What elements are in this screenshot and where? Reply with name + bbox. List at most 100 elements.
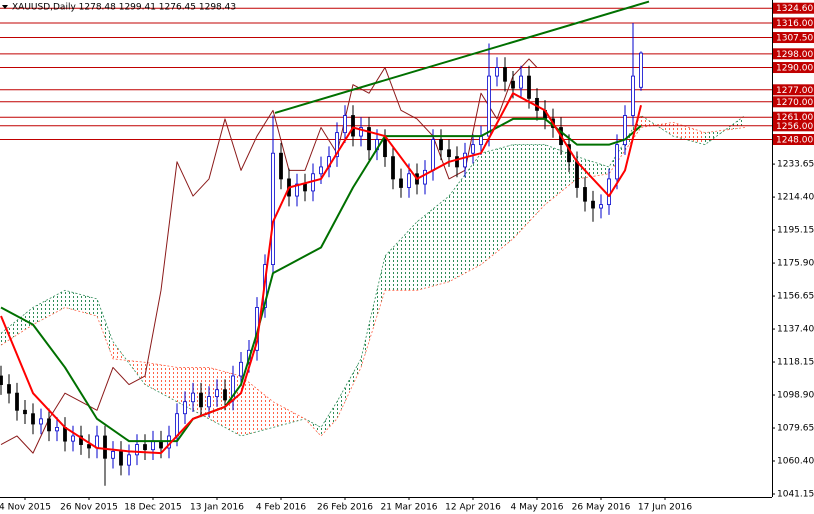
candle-body xyxy=(391,156,395,180)
x-tick-label: 12 Apr 2016 xyxy=(445,503,501,513)
candle-body xyxy=(295,183,299,197)
candle-body xyxy=(191,392,195,403)
candle-body xyxy=(223,389,227,401)
candle-body xyxy=(103,435,107,459)
level-label-box xyxy=(773,96,814,108)
candle-body xyxy=(535,97,539,111)
candle-body xyxy=(599,204,603,209)
cloud-segment xyxy=(321,401,337,436)
candle-body xyxy=(335,132,339,158)
cloud-segment xyxy=(449,153,481,282)
candle-body xyxy=(135,444,139,456)
candle-body xyxy=(495,67,499,77)
x-tick-label: 4 Feb 2016 xyxy=(256,503,307,513)
candle-body xyxy=(183,401,187,415)
candle-body xyxy=(151,440,155,451)
candle-body xyxy=(359,127,363,137)
y-tick-label: 1195.15 xyxy=(777,226,814,236)
x-tick-label: 4 Nov 2015 xyxy=(0,503,51,513)
candle-body xyxy=(71,435,75,442)
level-label: 1290.00 xyxy=(776,64,813,74)
candle-body xyxy=(479,135,483,146)
candle-body xyxy=(199,392,203,408)
cloud-segment xyxy=(97,298,113,359)
candle-body xyxy=(463,152,467,168)
y-tick-label: 1060.40 xyxy=(777,457,814,467)
trendline xyxy=(274,0,650,114)
level-label-box xyxy=(773,120,814,132)
x-tick-label: 17 Jun 2016 xyxy=(638,503,692,513)
kijun-line xyxy=(0,117,642,443)
candle-body xyxy=(399,178,403,188)
candle-body xyxy=(607,178,611,206)
level-label: 1248.00 xyxy=(776,136,813,146)
level-label-box xyxy=(773,111,814,123)
candle-body xyxy=(407,173,411,188)
cloud-segment xyxy=(577,156,609,179)
candle-body xyxy=(591,200,595,209)
candle-body xyxy=(23,409,27,415)
candle-body xyxy=(303,183,307,192)
candle-body xyxy=(615,144,619,180)
cloud-segment xyxy=(417,196,449,291)
y-tick-label: 1041.15 xyxy=(777,490,814,500)
candle-body xyxy=(575,161,579,188)
y-tick-label: 1079.65 xyxy=(777,424,814,434)
level-label-box xyxy=(773,62,814,74)
chart-title: XAUUSD,Daily 1278.48 1299.41 1276.45 129… xyxy=(12,3,236,13)
level-label-box xyxy=(773,48,814,60)
level-label: 1316.00 xyxy=(776,19,813,29)
cloud-segment xyxy=(241,376,273,436)
tenkan-line xyxy=(0,92,642,455)
candle-body xyxy=(15,392,19,411)
cloud-segment xyxy=(481,144,513,265)
cloud-segment xyxy=(145,362,177,402)
y-tick-label: 1233.65 xyxy=(777,160,814,170)
x-tick-label: 21 Mar 2016 xyxy=(380,503,437,513)
candle-body xyxy=(639,52,643,88)
y-tick-label: 1137.40 xyxy=(777,325,814,335)
level-label: 1256.00 xyxy=(776,122,813,132)
candle-body xyxy=(511,80,515,89)
menu-triangle xyxy=(2,5,8,9)
candle-body xyxy=(455,156,459,168)
candle-body xyxy=(319,166,323,175)
candle-body xyxy=(207,396,211,408)
candle-body xyxy=(119,451,123,466)
x-tick-label: 26 Nov 2015 xyxy=(60,503,118,513)
level-label: 1298.00 xyxy=(776,50,813,60)
y-tick-label: 1156.65 xyxy=(777,292,814,302)
candle-body xyxy=(0,375,3,385)
candle-body xyxy=(631,75,635,116)
plot-area xyxy=(0,0,772,486)
candle-body xyxy=(271,152,275,266)
y-tick-label: 1118.15 xyxy=(777,358,814,368)
candle-body xyxy=(351,115,355,137)
candle-body xyxy=(519,75,523,89)
candle-body xyxy=(175,413,179,437)
cloud-segment xyxy=(705,115,745,145)
level-label-box xyxy=(773,2,814,14)
level-label: 1270.00 xyxy=(776,98,813,108)
candle-body xyxy=(383,139,387,158)
cloud-segment xyxy=(361,256,385,368)
candle-body xyxy=(239,361,243,377)
candle-body xyxy=(367,127,371,151)
level-label: 1261.00 xyxy=(776,113,813,123)
candle-body xyxy=(503,67,507,82)
candle-body xyxy=(55,427,59,432)
candle-body xyxy=(87,444,91,449)
candle-body xyxy=(143,444,147,451)
candle-body xyxy=(39,418,43,425)
candle-body xyxy=(279,152,283,180)
y-tick-label: 1175.90 xyxy=(777,259,814,269)
level-label-box xyxy=(773,32,814,44)
level-label-box xyxy=(773,17,814,29)
level-label-box xyxy=(773,84,814,96)
candle-body xyxy=(439,139,443,151)
level-label: 1324.60 xyxy=(776,4,813,14)
candle-body xyxy=(487,75,491,137)
candle-body xyxy=(343,115,347,134)
